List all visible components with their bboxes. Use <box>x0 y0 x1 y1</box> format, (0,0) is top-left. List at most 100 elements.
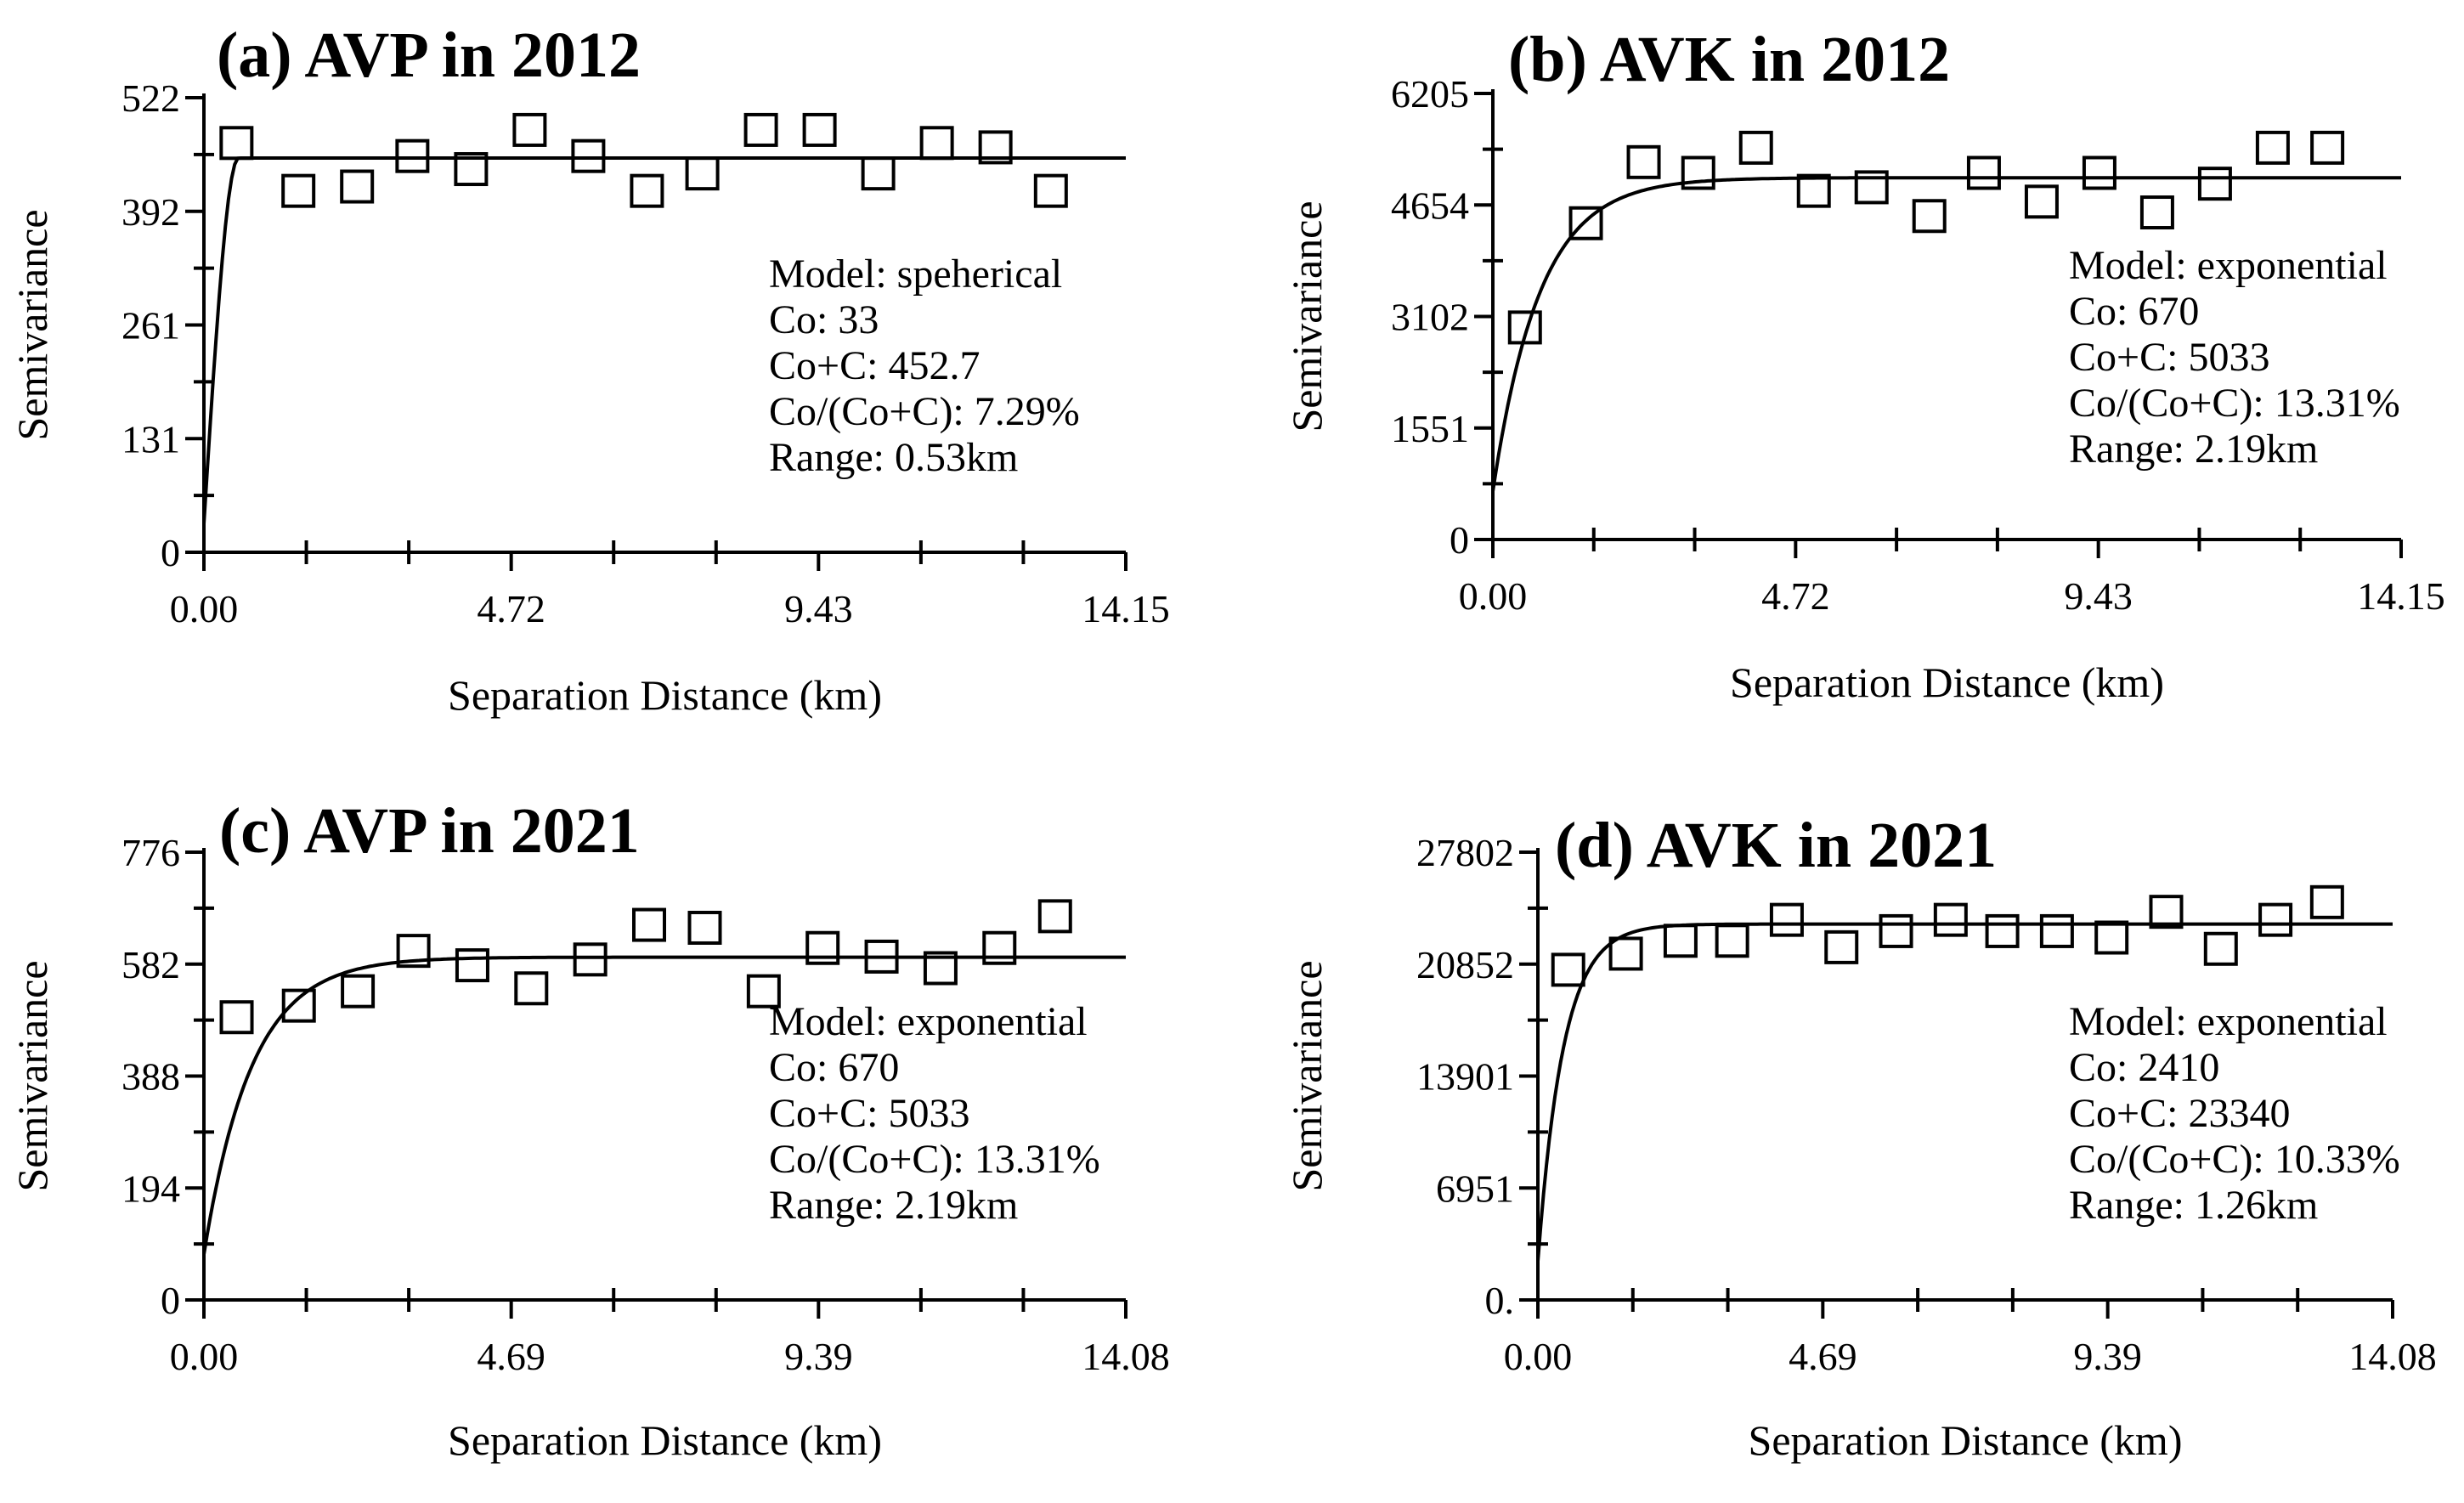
x-tick-label: 0.00 <box>1504 1335 1573 1378</box>
panel-c: (c) AVP in 2021 0 194 388 582 776 0.00 4.69 9.39… <box>8 795 1170 1464</box>
x-tick-label: 0.00 <box>1459 574 1528 618</box>
y-axis-label: Semivariance <box>1283 960 1331 1191</box>
data-point <box>687 910 722 945</box>
data-point <box>802 112 837 147</box>
x-tick-label: 14.08 <box>2348 1335 2437 1378</box>
data-point <box>861 156 896 191</box>
y-tick-label: 0. <box>1485 1279 1515 1322</box>
y-tick-label: 392 <box>122 190 180 234</box>
data-point <box>1738 130 1773 165</box>
data-point <box>571 138 606 173</box>
y-tick-label: 0 <box>1450 518 1469 562</box>
data-point <box>1551 952 1585 987</box>
x-tick-label: 9.43 <box>2064 574 2133 618</box>
data-point <box>2203 931 2238 966</box>
y-tick-label: 522 <box>122 76 180 120</box>
y-tick-label: 13901 <box>1416 1055 1514 1099</box>
model-annotation-line: Co: 2410 <box>2069 1045 2219 1090</box>
data-point <box>341 974 376 1009</box>
y-tick-label: 1551 <box>1391 407 1469 450</box>
x-tick-label: 4.72 <box>1761 574 1830 618</box>
model-annotation-line: Range: 0.53km <box>769 435 1018 480</box>
data-point <box>630 173 664 208</box>
data-point <box>396 934 431 969</box>
data-point <box>1854 170 1889 205</box>
data-point <box>1663 924 1698 958</box>
y-tick-label: 388 <box>122 1055 180 1099</box>
data-point <box>1626 144 1661 179</box>
model-annotation-line: Co: 670 <box>769 1045 899 1090</box>
model-annotation-line: Range: 1.26km <box>2069 1183 2318 1228</box>
model-annotation-line: Co/(Co+C): 13.31% <box>2069 381 2400 426</box>
x-tick-label: 0.00 <box>170 587 239 630</box>
x-tick-label: 14.15 <box>2357 574 2445 618</box>
data-point <box>340 169 375 204</box>
x-tick-label: 9.39 <box>2073 1335 2142 1378</box>
x-axis-label: Separation Distance (km) <box>1749 1416 2183 1464</box>
y-tick-label: 3102 <box>1391 296 1469 339</box>
data-point <box>919 126 954 161</box>
y-tick-label: 6205 <box>1391 72 1469 116</box>
x-axis-label: Separation Distance (km) <box>448 1416 882 1464</box>
model-annotation-line: Co: 670 <box>2069 289 2199 334</box>
x-tick-label: 14.08 <box>1082 1335 1170 1378</box>
y-tick-label: 20852 <box>1416 943 1514 986</box>
data-point <box>1715 924 1749 958</box>
y-tick-label: 0 <box>161 531 180 574</box>
data-point <box>219 126 254 161</box>
model-annotation-line: Co/(Co+C): 10.33% <box>2069 1137 2400 1182</box>
y-tick-label: 776 <box>122 831 180 874</box>
y-tick-label: 194 <box>122 1167 180 1210</box>
data-point <box>805 930 840 965</box>
model-annotation-line: Co+C: 452.7 <box>769 343 980 388</box>
data-point <box>1879 913 1913 948</box>
x-tick-label: 14.15 <box>1082 587 1170 630</box>
data-point <box>1933 902 1968 937</box>
data-point <box>1568 206 1603 240</box>
data-point <box>2024 184 2059 219</box>
panel-b: (b) AVK in 2012 0 1551 3102 4654 6205 0.00 4.72… <box>1283 24 2445 706</box>
y-tick-label: 27802 <box>1416 831 1514 874</box>
model-annotation-line: Co+C: 5033 <box>769 1091 969 1136</box>
x-axis-label: Separation Distance (km) <box>1730 658 2164 706</box>
data-point <box>2310 130 2345 165</box>
data-point <box>1507 310 1542 345</box>
model-annotation-line: Model: exponential <box>2069 243 2388 288</box>
panel-d: (d) AVK in 2021 0. 6951 13901 20852 27802 0.00… <box>1283 810 2437 1464</box>
x-tick-label: 4.69 <box>1789 1335 1857 1378</box>
data-point <box>982 930 1017 965</box>
data-point <box>219 1000 254 1035</box>
data-point <box>1037 899 1072 934</box>
data-point <box>454 152 489 187</box>
model-annotation-line: Model: exponential <box>2069 999 2388 1044</box>
panel-title: (d) AVK in 2021 <box>1555 810 1997 881</box>
panel-title: (b) AVK in 2012 <box>1508 24 1950 95</box>
data-point <box>1912 199 1947 234</box>
y-tick-label: 0 <box>161 1279 180 1322</box>
model-annotation-line: Co/(Co+C): 7.29% <box>769 389 1080 434</box>
data-point <box>2197 167 2232 201</box>
x-axis-label: Separation Distance (km) <box>448 671 882 719</box>
data-point <box>2258 902 2293 937</box>
panel-title: (a) AVP in 2012 <box>217 20 641 91</box>
data-point <box>573 942 608 977</box>
x-tick-label: 4.69 <box>477 1335 545 1378</box>
model-annotation-line: Model: speherical <box>769 251 1062 297</box>
data-point <box>746 974 781 1009</box>
x-tick-label: 4.72 <box>477 587 545 630</box>
data-point <box>512 112 547 147</box>
data-point <box>743 112 778 147</box>
y-tick-label: 582 <box>122 943 180 986</box>
model-annotation-line: Model: exponential <box>769 999 1088 1044</box>
data-point <box>281 988 316 1023</box>
data-point <box>1824 929 1859 964</box>
y-tick-label: 6951 <box>1436 1167 1514 1210</box>
model-annotation-line: Range: 2.19km <box>769 1183 1018 1228</box>
data-point <box>395 138 430 173</box>
model-annotation-line: Range: 2.19km <box>2069 427 2318 472</box>
data-point <box>2039 913 2074 948</box>
y-axis-label: Semivariance <box>1283 201 1331 432</box>
data-point <box>1769 902 1804 937</box>
data-point <box>685 156 720 191</box>
